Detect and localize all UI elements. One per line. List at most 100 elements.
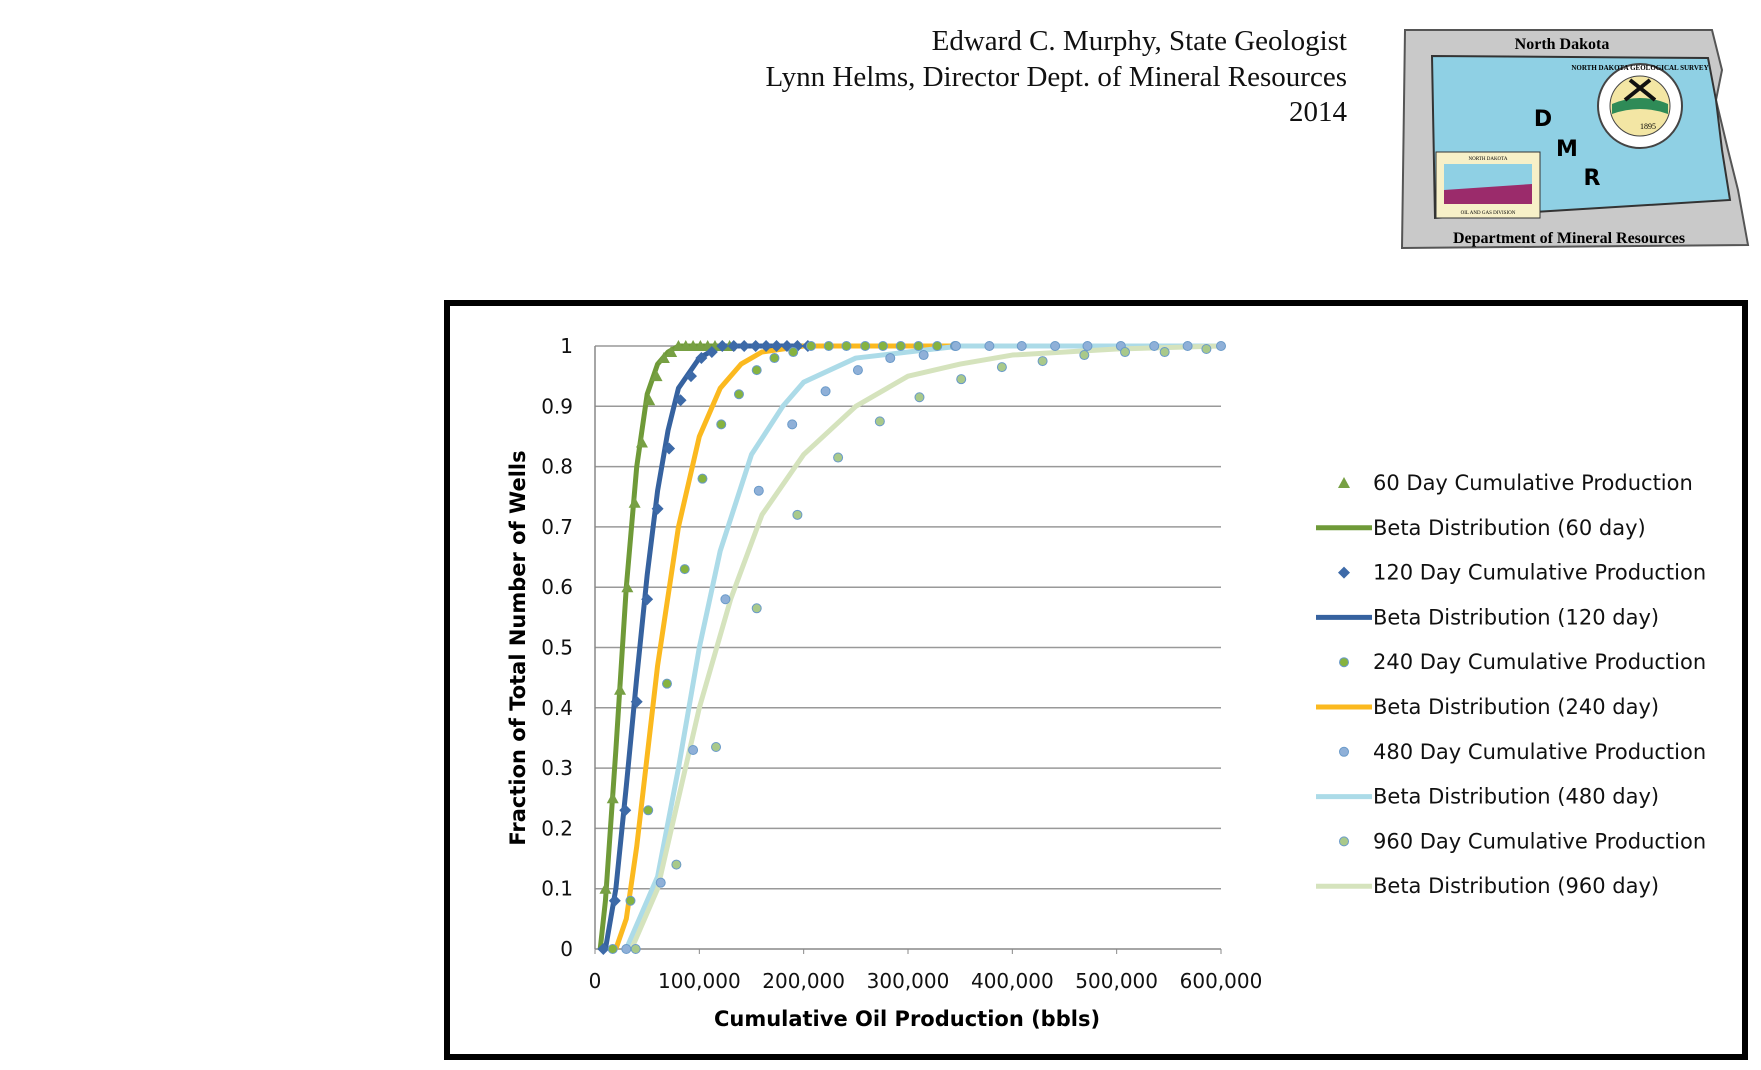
marker-circle: [688, 745, 699, 756]
marker-circle: [984, 341, 995, 351]
marker-circle: [792, 509, 803, 520]
y-tick-label: 0.7: [541, 515, 573, 539]
marker-circle: [885, 353, 896, 364]
marker-diamond: [608, 894, 621, 907]
legend-label: 480 Day Cumulative Production: [1373, 740, 1706, 764]
marker-triangle: [650, 370, 663, 382]
marker-circle: [841, 341, 852, 351]
marker-circle: [1050, 341, 1061, 351]
marker-circle: [1339, 836, 1349, 847]
legend-label: Beta Distribution (60 day): [1373, 516, 1646, 540]
logo-bottom-label: Department of Mineral Resources: [1453, 230, 1685, 247]
marker-circle: [1120, 347, 1131, 358]
legend-label: Beta Distribution (240 day): [1373, 695, 1659, 719]
marker-triangle: [614, 683, 627, 695]
marker-diamond: [651, 502, 664, 515]
seal-hammers: [1623, 78, 1657, 102]
y-tick-label: 0.9: [541, 394, 573, 418]
marker-circle: [913, 341, 924, 351]
marker-diamond: [727, 340, 740, 352]
marker-circle: [769, 353, 780, 364]
x-tick-label: 600,000: [1180, 969, 1263, 993]
header-line: Lynn Helms, Director Dept. of Mineral Re…: [766, 61, 1347, 93]
marker-diamond: [597, 943, 610, 955]
marker-circle: [823, 341, 834, 351]
marker-circle: [1159, 347, 1170, 358]
marker-circle: [950, 341, 961, 351]
marker-triangle: [643, 394, 656, 406]
legend-label: 960 Day Cumulative Production: [1373, 829, 1706, 853]
marker-circle: [1149, 341, 1160, 351]
marker-triangle: [665, 346, 678, 358]
header: Edward C. Murphy, State Geologist Lynn H…: [766, 25, 1348, 128]
legend-label: 240 Day Cumulative Production: [1373, 650, 1706, 674]
marker-circle: [860, 341, 871, 351]
marker-diamond: [705, 346, 718, 359]
x-tick-label: 500,000: [1075, 969, 1158, 993]
marker-diamond: [674, 394, 687, 407]
legend-label: 120 Day Cumulative Production: [1373, 561, 1706, 585]
marker-circle: [820, 386, 831, 397]
marker-diamond: [695, 352, 708, 365]
marker-triangle: [606, 792, 619, 804]
marker-circle: [643, 805, 654, 816]
marker-circle: [1037, 356, 1048, 367]
y-tick-label: 0.2: [541, 816, 573, 840]
marker-diamond: [630, 695, 643, 708]
marker-diamond: [684, 370, 697, 383]
marker-circle: [630, 944, 641, 954]
marker-circle: [932, 341, 943, 351]
y-tick-label: 0: [560, 937, 573, 961]
legend-label: Beta Distribution (960 day): [1373, 874, 1659, 898]
marker-circle: [751, 603, 762, 614]
marker-diamond: [716, 340, 729, 352]
y-tick-label: 0.4: [541, 696, 573, 720]
marker-circle: [679, 564, 690, 575]
header-line: Edward C. Murphy, State Geologist: [932, 25, 1347, 57]
marker-triangle: [621, 581, 634, 593]
seal-band: [1612, 98, 1668, 114]
marker-circle: [733, 389, 744, 400]
marker-circle: [1339, 746, 1349, 757]
marker-triangle: [628, 496, 641, 508]
marker-circle: [788, 347, 799, 358]
series-line: [602, 343, 804, 950]
logo-letter: M: [1556, 137, 1578, 162]
logo-letter: D: [1534, 107, 1552, 132]
marker-diamond: [619, 804, 632, 817]
marker-circle: [621, 944, 632, 954]
marker-diamond: [760, 340, 773, 352]
marker-circle: [833, 452, 844, 463]
y-axis-title: Fraction of Total Number of Wells: [506, 450, 530, 845]
y-tick-label: 0.3: [541, 756, 573, 780]
marker-diamond: [749, 340, 762, 352]
marker-triangle: [635, 436, 648, 448]
x-tick-label: 0: [589, 969, 602, 993]
y-tick-label: 0.6: [541, 575, 573, 599]
y-tick-label: 0.1: [541, 877, 573, 901]
marker-circle: [1182, 341, 1193, 351]
marker-circle: [918, 350, 929, 361]
marker-diamond: [738, 340, 751, 352]
legend-label: Beta Distribution (120 day): [1373, 605, 1659, 629]
marker-circle: [1339, 657, 1349, 668]
marker-diamond: [770, 340, 783, 352]
series-line: [624, 343, 1221, 950]
header-line: 2014: [1289, 96, 1348, 128]
marker-circle: [1079, 350, 1090, 361]
seal-text: NORTH DAKOTA GEOLOGICAL SURVEY: [1571, 64, 1708, 72]
marker-circle: [874, 416, 885, 427]
series-line: [629, 343, 1222, 950]
logo: North Dakota Department of Mineral Resou…: [1400, 29, 1750, 250]
logo-letter: R: [1584, 166, 1601, 191]
chart-frame: [444, 300, 1748, 1060]
inset-bottom: OIL AND GAS DIVISION: [1461, 211, 1516, 216]
marker-circle: [1201, 344, 1212, 355]
chart: Cumulative Oil Production (bbls) Fractio…: [506, 334, 1706, 1031]
marker-circle: [655, 877, 666, 888]
logo-top-label: North Dakota: [1515, 36, 1610, 53]
series-line: [597, 343, 731, 950]
series-line: [613, 343, 961, 950]
x-axis-title: Cumulative Oil Production (bbls): [714, 1007, 1100, 1031]
